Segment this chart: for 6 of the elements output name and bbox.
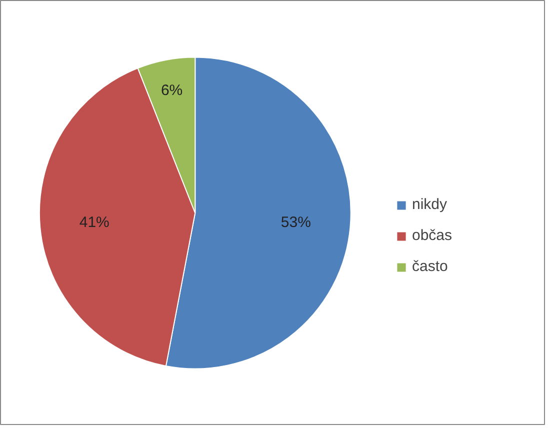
data-label: 41% <box>79 214 110 232</box>
legend-label: občas <box>412 227 452 244</box>
data-label: 53% <box>280 214 311 232</box>
data-label: 6% <box>160 82 183 100</box>
legend-label: nikdy <box>412 196 448 213</box>
legend-label: často <box>412 258 448 275</box>
